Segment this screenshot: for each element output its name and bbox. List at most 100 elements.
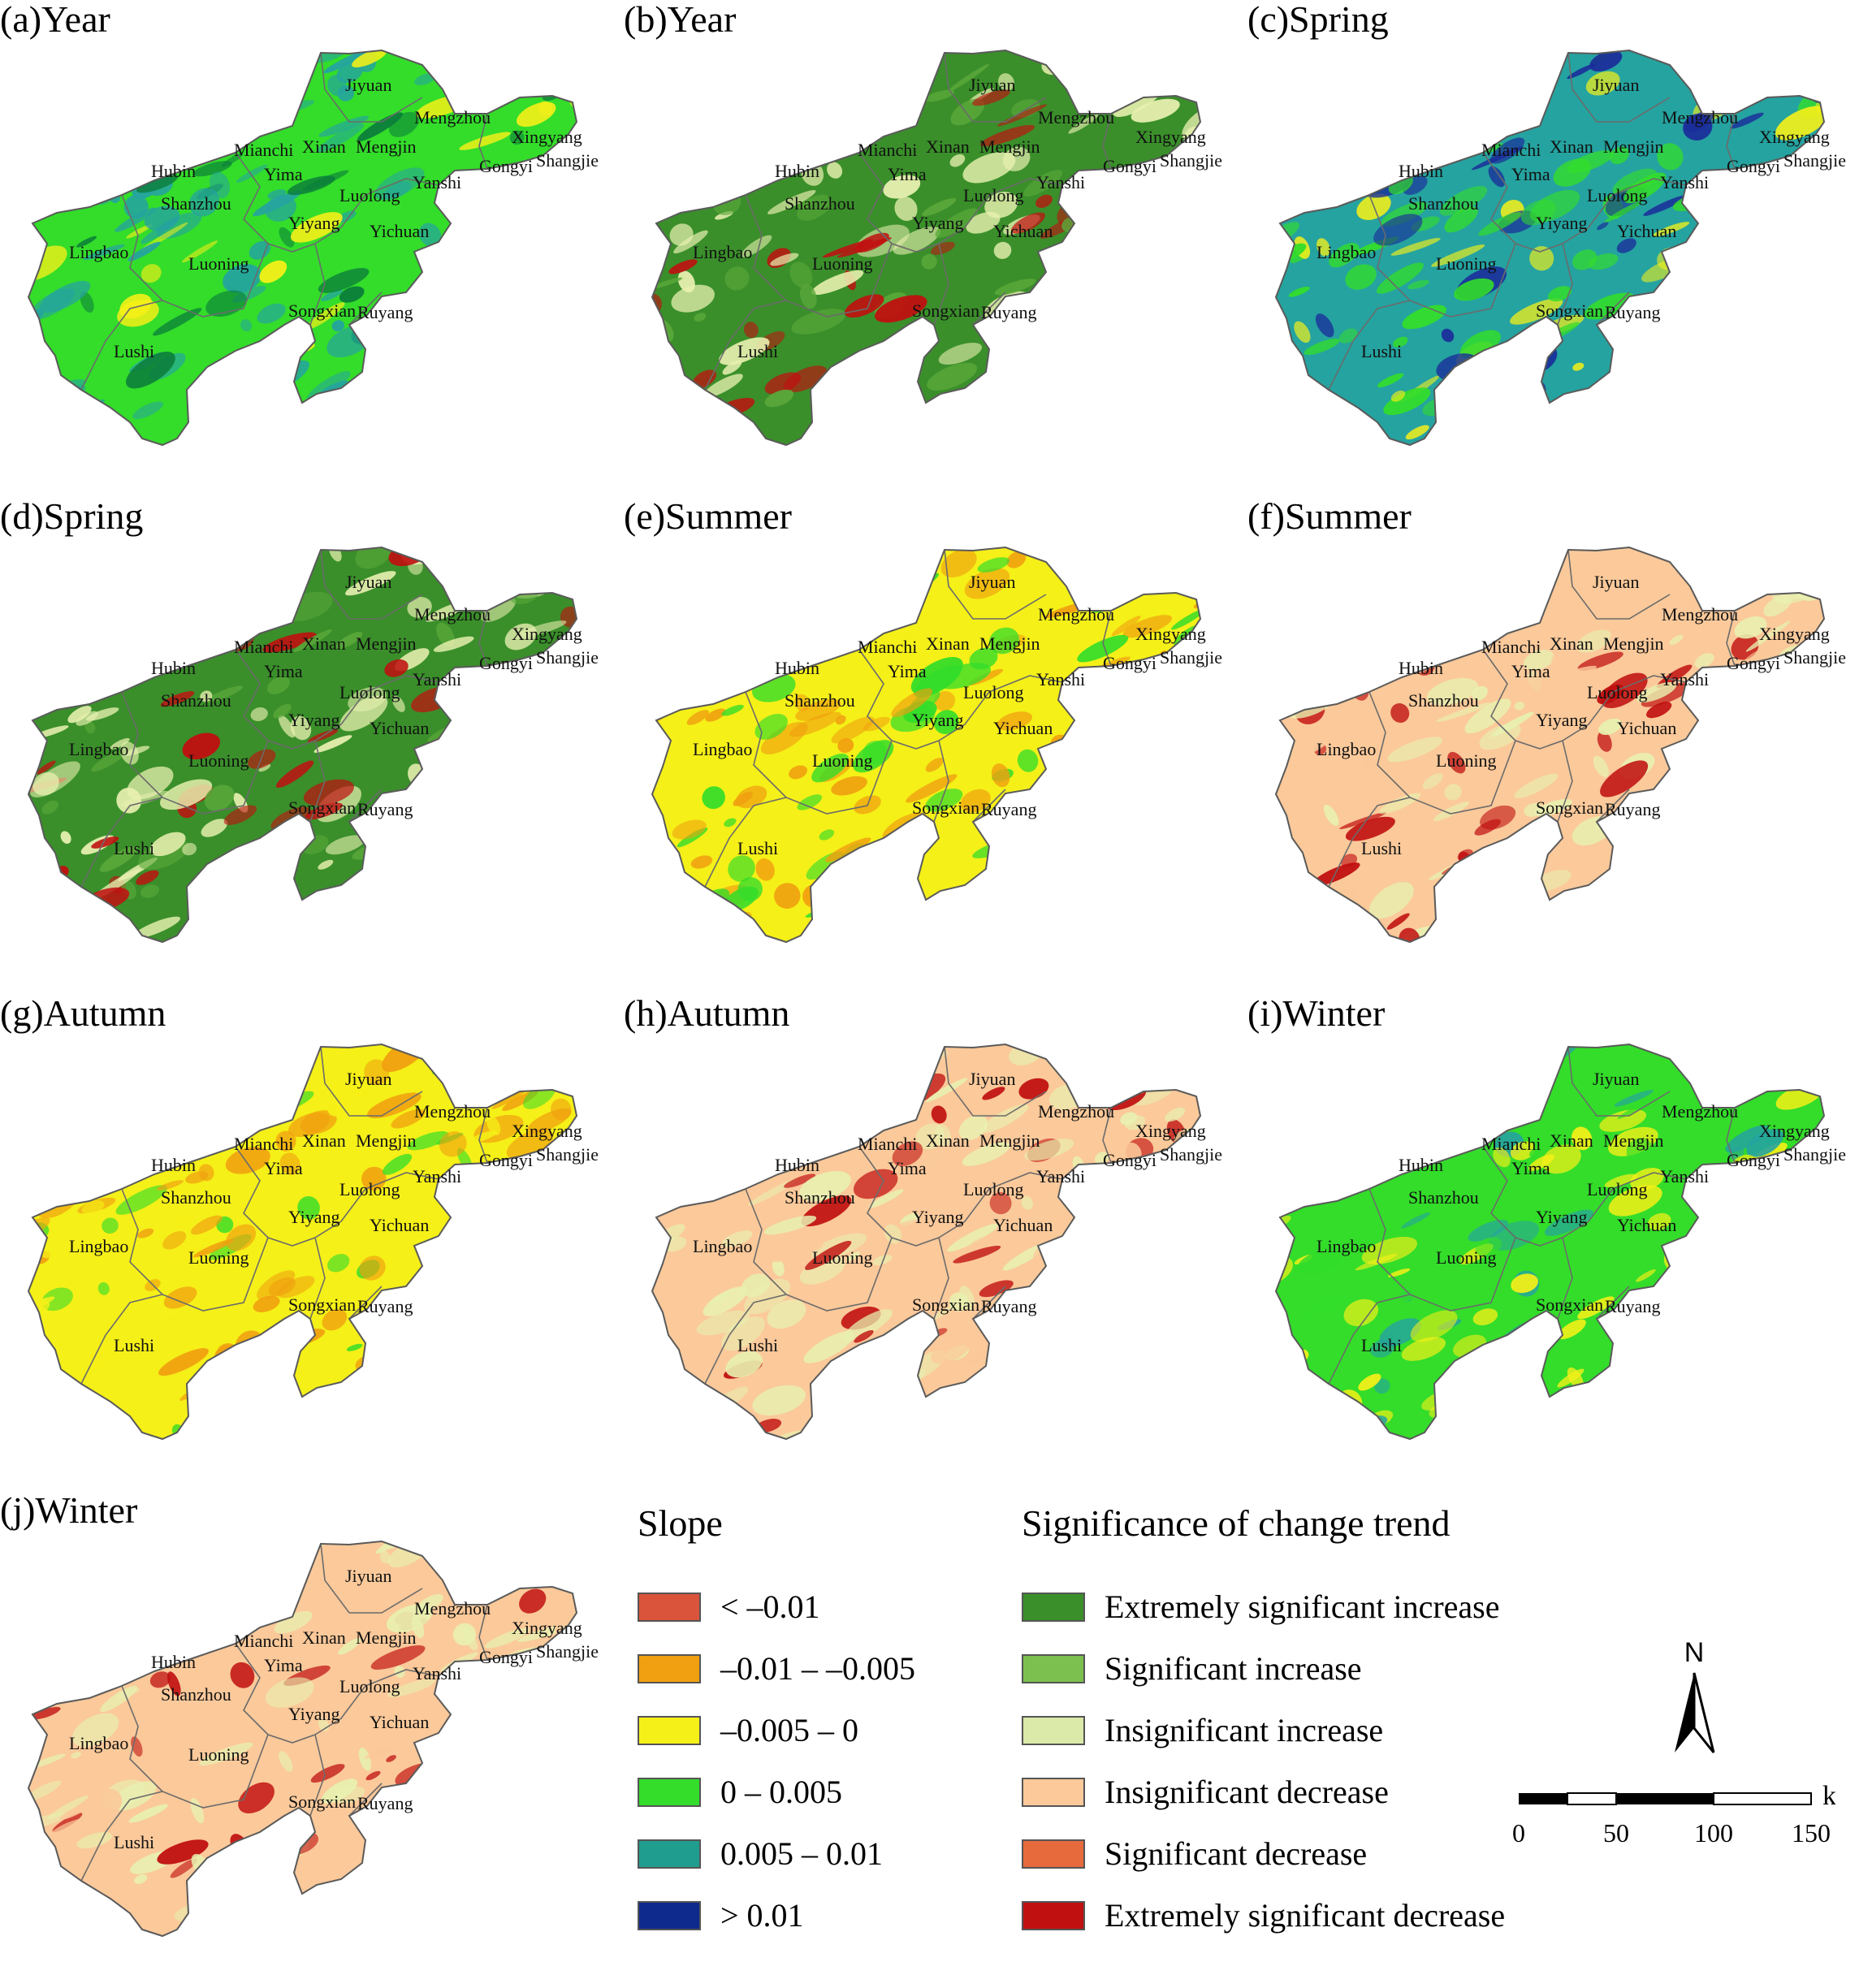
region-outline: [1274, 546, 1826, 944]
place-label: Yiyang: [288, 710, 340, 730]
county-border: [80, 300, 163, 391]
place-label: Gongyi: [479, 156, 533, 176]
place-label: Lingbao: [1316, 1236, 1376, 1256]
county-border: [320, 1543, 423, 1614]
place-label: Jiyuan: [1593, 1069, 1639, 1089]
place-label: Mengzhou: [414, 107, 491, 127]
place-label: Gongyi: [479, 1150, 533, 1170]
legend-label: 0.005 – 0.01: [720, 1835, 883, 1872]
place-label: Yanshi: [413, 1166, 461, 1186]
place-label: Yiyang: [912, 213, 964, 233]
legend-swatch: [638, 1716, 701, 1745]
place-label: Lingbao: [693, 739, 752, 759]
county-border: [704, 300, 787, 391]
county-border: [348, 1286, 383, 1320]
map-panel-f: (f)Summer Jiyuan Mengzhou Xingyang Shangjie…: [1247, 495, 1865, 994]
place-label: Songxian: [1536, 300, 1603, 321]
place-label: Lingbao: [693, 242, 752, 262]
place-label: Xingyang: [512, 624, 582, 644]
place-label: Yiyang: [288, 213, 340, 233]
place-label: Luoning: [812, 1247, 873, 1268]
place-label: Jiyuan: [345, 1069, 391, 1089]
place-label: Luolong: [339, 1676, 400, 1696]
map-panel-h: (h)Autumn Jiyuan Mengzhou Xingyang Shangjie…: [624, 992, 1241, 1491]
legend-label: –0.005 – 0: [720, 1712, 858, 1748]
place-label: Xingyang: [1759, 1121, 1830, 1141]
legend-label: –0.01 – –0.005: [720, 1650, 915, 1687]
place-label: Mengjin: [1603, 136, 1664, 157]
county-border: [1328, 1294, 1411, 1385]
place-label: Luoning: [1436, 1247, 1497, 1268]
legend-swatch: [1022, 1716, 1085, 1745]
place-label: Jiyuan: [345, 75, 391, 95]
place-label: Yichuan: [370, 1215, 429, 1235]
place-label: Lingbao: [69, 242, 128, 262]
place-label: Xinan: [302, 1627, 346, 1648]
legend-label: Extremely significant decrease: [1105, 1897, 1506, 1934]
place-label: Luolong: [339, 1179, 400, 1199]
place-label: Jiyuan: [969, 1069, 1015, 1089]
place-label: Xinan: [302, 1130, 346, 1151]
place-label: Hubin: [775, 658, 819, 678]
place-label: Luoning: [1436, 750, 1497, 771]
county-border: [933, 1237, 949, 1320]
place-label: Luolong: [339, 682, 400, 702]
place-label: Lushi: [114, 838, 154, 858]
place-label: Lushi: [1361, 838, 1402, 858]
place-label: Yichuan: [370, 718, 429, 738]
place-label: Luoning: [1436, 253, 1497, 274]
county-border: [944, 1046, 1047, 1117]
legend-swatch: [638, 1778, 701, 1807]
county-border: [80, 797, 163, 888]
county-border: [1596, 789, 1630, 823]
county-border: [1596, 292, 1630, 326]
place-label: Jiyuan: [345, 1566, 391, 1586]
region-outline: [27, 546, 578, 944]
place-label: Luolong: [1587, 185, 1648, 205]
county-border: [1567, 1046, 1671, 1117]
county-border: [933, 243, 949, 326]
place-label: Yanshi: [413, 1663, 461, 1683]
place-label: Ruyang: [1605, 302, 1660, 322]
place-label: Shangjie: [536, 1144, 599, 1165]
place-label: Yiyang: [912, 1207, 964, 1227]
scale-tick: 100: [1694, 1818, 1733, 1848]
place-label: Luoning: [188, 1247, 249, 1268]
legend-swatch: [1022, 1839, 1085, 1869]
place-label: Shanzhou: [161, 1684, 231, 1705]
place-label: Mengzhou: [1662, 1101, 1738, 1121]
place-label: Lingbao: [69, 739, 128, 759]
place-label: Hubin: [151, 658, 196, 678]
place-label: Yiyang: [912, 710, 964, 730]
place-label: Yima: [1511, 1158, 1550, 1178]
place-label: Xingyang: [1135, 127, 1206, 147]
legend-item: 0 – 0.005: [638, 1767, 842, 1817]
place-label: Yiyang: [1536, 1207, 1588, 1227]
place-label: Shangjie: [1783, 1144, 1846, 1165]
panel-title: (i)Winter: [1247, 992, 1386, 1034]
place-label: Mengzhou: [1038, 604, 1114, 624]
county-border: [972, 789, 1006, 823]
county-border: [235, 152, 439, 253]
place-label: Lushi: [737, 838, 778, 858]
place-label: Luolong: [1587, 1179, 1648, 1199]
place-label: Shangjie: [536, 1641, 599, 1662]
county-border: [858, 152, 1063, 253]
place-label: Xingyang: [1759, 624, 1830, 644]
place-label: Yichuan: [370, 1712, 429, 1732]
place-label: Ruyang: [1605, 1296, 1660, 1316]
scale-tick: 0: [1512, 1818, 1525, 1848]
legend-item: Significant increase: [1022, 1644, 1362, 1694]
legend-label: > 0.01: [720, 1897, 804, 1934]
place-label: Songxian: [912, 797, 979, 818]
place-label: Mianchi: [234, 637, 293, 657]
place-label: Luoning: [188, 253, 249, 274]
county-border: [1596, 1286, 1630, 1320]
place-label: Mianchi: [858, 1134, 917, 1154]
place-label: Yima: [1511, 661, 1550, 681]
legend-label: Insignificant decrease: [1105, 1774, 1389, 1810]
county-border: [1482, 1146, 1687, 1247]
north-arrow-icon: N: [1665, 1632, 1730, 1762]
